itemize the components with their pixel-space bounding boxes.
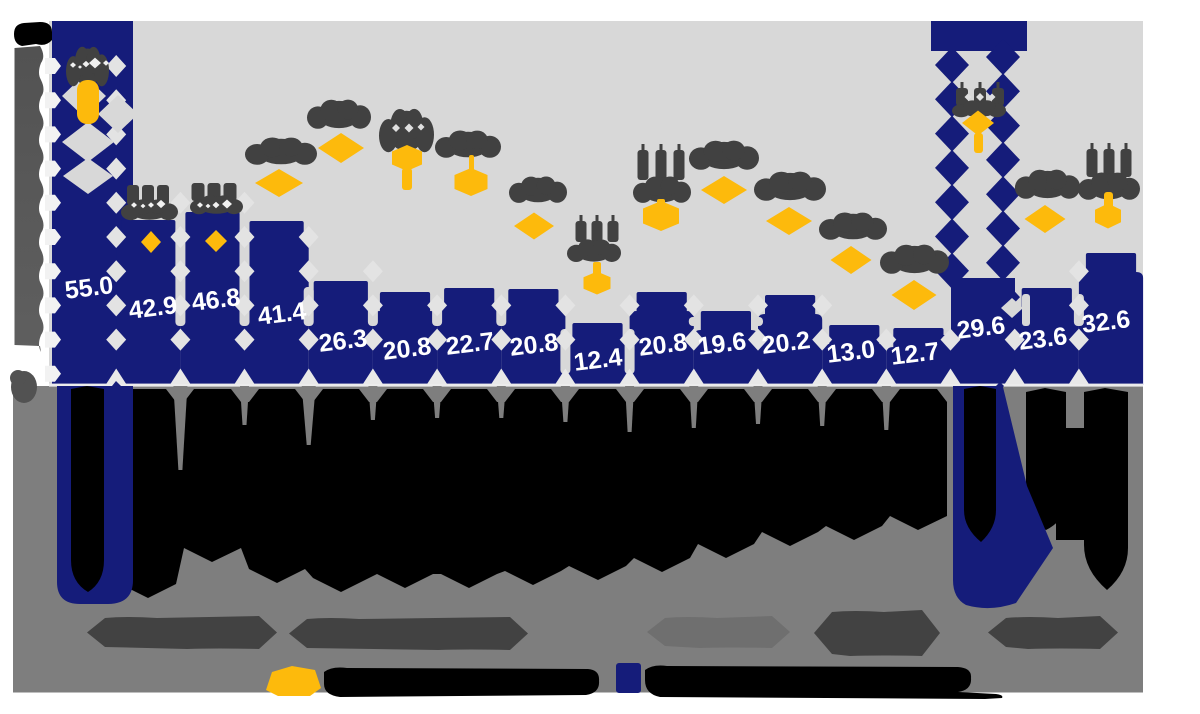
svg-text:12.4: 12.4 (572, 343, 624, 377)
svg-text:12.7: 12.7 (889, 337, 941, 371)
svg-text:13.0: 13.0 (825, 335, 877, 369)
svg-text:26.3: 26.3 (317, 324, 369, 358)
svg-text:20.8: 20.8 (508, 328, 560, 362)
svg-text:32.6: 32.6 (1080, 305, 1132, 339)
svg-text:46.8: 46.8 (190, 283, 242, 317)
svg-text:22.7: 22.7 (444, 327, 496, 361)
svg-text:55.0: 55.0 (63, 271, 115, 305)
svg-text:29.6: 29.6 (955, 311, 1007, 345)
svg-text:42.9: 42.9 (127, 291, 179, 325)
svg-text:23.6: 23.6 (1017, 322, 1069, 356)
svg-text:20.8: 20.8 (637, 328, 689, 362)
svg-text:20.2: 20.2 (760, 326, 812, 360)
svg-text:20.8: 20.8 (381, 332, 433, 366)
svg-text:41.4: 41.4 (256, 297, 308, 331)
svg-text:19.6: 19.6 (696, 327, 748, 361)
